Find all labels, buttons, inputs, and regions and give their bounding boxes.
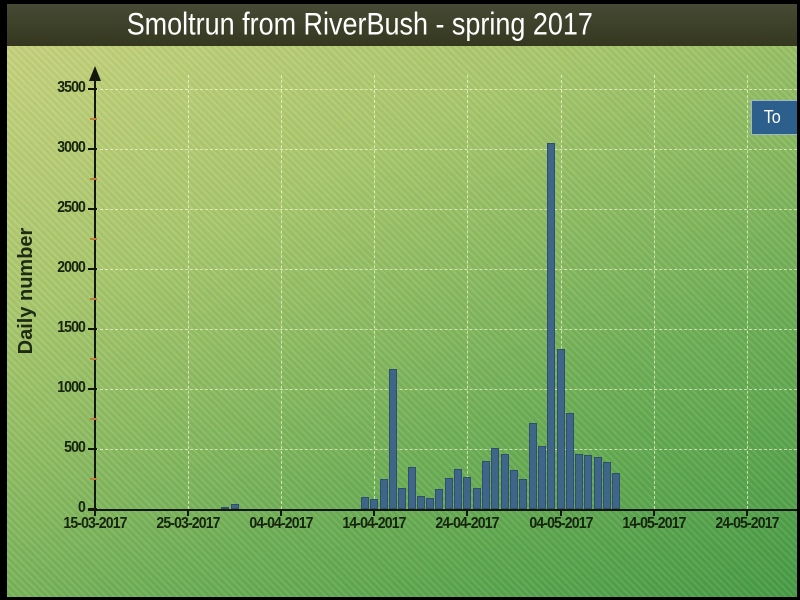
daily-count-bar xyxy=(594,457,602,509)
x-axis-tick xyxy=(560,509,562,516)
x-tick-label: 24-04-2017 xyxy=(435,515,499,532)
v-gridline xyxy=(374,75,375,509)
y-axis-arrow-icon xyxy=(89,66,101,81)
h-gridline xyxy=(95,149,797,150)
legend-label: To xyxy=(763,107,781,127)
y-axis-minor-tick xyxy=(90,478,97,480)
x-axis-tick xyxy=(94,509,96,516)
v-gridline xyxy=(561,75,562,509)
x-axis-tick xyxy=(653,509,655,516)
v-gridline xyxy=(188,75,189,509)
y-axis-tick xyxy=(88,148,97,150)
daily-count-bar xyxy=(417,496,425,509)
y-tick-label: 1500 xyxy=(57,319,86,336)
x-axis-tick xyxy=(187,509,189,516)
x-tick-label: 24-05-2017 xyxy=(715,515,779,532)
x-tick-label: 04-04-2017 xyxy=(249,515,313,532)
h-gridline xyxy=(95,389,797,390)
x-tick-label: 14-05-2017 xyxy=(622,515,686,532)
daily-count-bar xyxy=(510,470,518,509)
daily-count-bar xyxy=(389,369,397,509)
title-bar: Smoltrun from RiverBush - spring 2017 xyxy=(7,4,797,46)
daily-count-bar xyxy=(473,488,481,509)
frame-border-top xyxy=(0,0,800,4)
y-axis-tick xyxy=(88,268,97,270)
y-axis-tick xyxy=(88,508,97,510)
y-axis-tick xyxy=(88,328,97,330)
chart-title: Smoltrun from RiverBush - spring 2017 xyxy=(127,7,594,42)
daily-count-bar xyxy=(370,499,378,509)
frame-border-bottom xyxy=(0,597,800,600)
v-gridline xyxy=(654,75,655,509)
x-axis-tick xyxy=(373,509,375,516)
daily-count-bar xyxy=(501,454,509,509)
y-tick-label: 500 xyxy=(64,439,86,456)
y-tick-label: 0 xyxy=(78,499,86,516)
daily-count-bar xyxy=(380,479,388,509)
y-axis-title: Daily number xyxy=(15,227,37,355)
y-axis-minor-tick xyxy=(90,118,97,120)
daily-count-bar xyxy=(361,497,369,509)
y-axis-minor-tick xyxy=(90,298,97,300)
x-tick-label: 15-03-2017 xyxy=(63,515,127,532)
h-gridline xyxy=(95,269,797,270)
daily-count-bar xyxy=(584,455,592,509)
v-gridline xyxy=(281,75,282,509)
daily-count-bar xyxy=(547,143,555,509)
y-axis-line xyxy=(94,76,96,511)
y-axis-tick xyxy=(88,448,97,450)
y-tick-label: 2500 xyxy=(57,199,86,216)
frame-border-right xyxy=(797,0,800,600)
y-axis-minor-tick xyxy=(90,238,97,240)
daily-count-bar xyxy=(575,454,583,509)
h-gridline xyxy=(95,209,797,210)
y-axis-minor-tick xyxy=(90,358,97,360)
frame-border-left xyxy=(0,0,7,600)
y-axis-minor-tick xyxy=(90,418,97,420)
daily-count-bar xyxy=(482,461,490,509)
daily-count-bar xyxy=(408,467,416,509)
h-gridline xyxy=(95,449,797,450)
h-gridline xyxy=(95,329,797,330)
y-axis-tick xyxy=(88,88,97,90)
x-axis-tick xyxy=(280,509,282,516)
x-tick-label: 25-03-2017 xyxy=(156,515,220,532)
daily-count-bar xyxy=(612,473,620,509)
daily-count-bar xyxy=(529,423,537,509)
v-gridline xyxy=(747,75,748,509)
daily-count-bar xyxy=(557,349,565,509)
x-axis-line xyxy=(88,509,797,511)
daily-count-bar xyxy=(231,504,239,509)
daily-count-bar xyxy=(445,478,453,509)
daily-count-bar xyxy=(435,489,443,509)
x-tick-label: 14-04-2017 xyxy=(342,515,406,532)
x-axis-tick xyxy=(466,509,468,516)
y-tick-label: 1000 xyxy=(57,379,86,396)
legend-toggle-button[interactable]: To xyxy=(751,100,798,135)
y-tick-label: 2000 xyxy=(57,259,86,276)
y-tick-label: 3500 xyxy=(57,79,86,96)
h-gridline xyxy=(95,89,797,90)
x-axis-tick xyxy=(746,509,748,516)
y-axis-tick xyxy=(88,388,97,390)
v-gridline xyxy=(467,75,468,509)
daily-count-bar xyxy=(426,498,434,509)
daily-count-bar xyxy=(519,479,527,509)
daily-count-bar xyxy=(454,469,462,509)
daily-count-bar xyxy=(538,446,546,509)
daily-count-bar xyxy=(398,488,406,509)
x-tick-label: 04-05-2017 xyxy=(529,515,593,532)
daily-count-bar xyxy=(491,448,499,509)
y-axis-minor-tick xyxy=(90,178,97,180)
y-axis-tick xyxy=(88,208,97,210)
daily-count-bar xyxy=(221,507,229,509)
y-tick-label: 3000 xyxy=(57,139,86,156)
daily-count-bar xyxy=(566,413,574,509)
daily-count-bar xyxy=(603,462,611,509)
daily-count-bar xyxy=(463,477,471,509)
